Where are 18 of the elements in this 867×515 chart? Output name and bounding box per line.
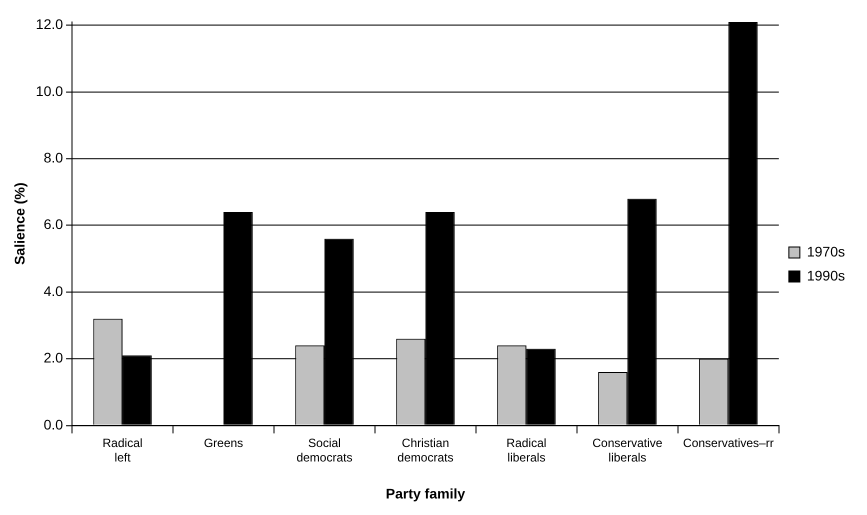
y-tick-label: 4.0 <box>44 282 64 299</box>
y-tick-label: 2.0 <box>44 350 64 366</box>
x-tick-label: Greens <box>204 436 244 450</box>
x-tick-label: Conservatives–rr <box>683 436 774 450</box>
x-tick-label: Christian democrats <box>397 436 454 464</box>
y-tick-label: 8.0 <box>44 150 64 166</box>
x-axis-title: Party family <box>386 485 466 502</box>
y-tick-label: 12.0 <box>36 16 64 32</box>
y-tick-label: 6.0 <box>44 216 64 232</box>
legend-label: 1970s <box>806 243 846 260</box>
y-tick-label: 10.0 <box>36 82 64 99</box>
y-tick-label: 0.0 <box>44 416 64 432</box>
x-tick-label: Social democrats <box>296 436 352 464</box>
legend-label: 1990s <box>806 267 846 284</box>
y-axis-title: Salience (%) <box>11 182 28 265</box>
x-tick-label: Radical liberals <box>506 436 546 464</box>
x-tick-label: Conservative liberals <box>592 436 663 464</box>
x-tick-label: Radical left <box>102 436 143 464</box>
